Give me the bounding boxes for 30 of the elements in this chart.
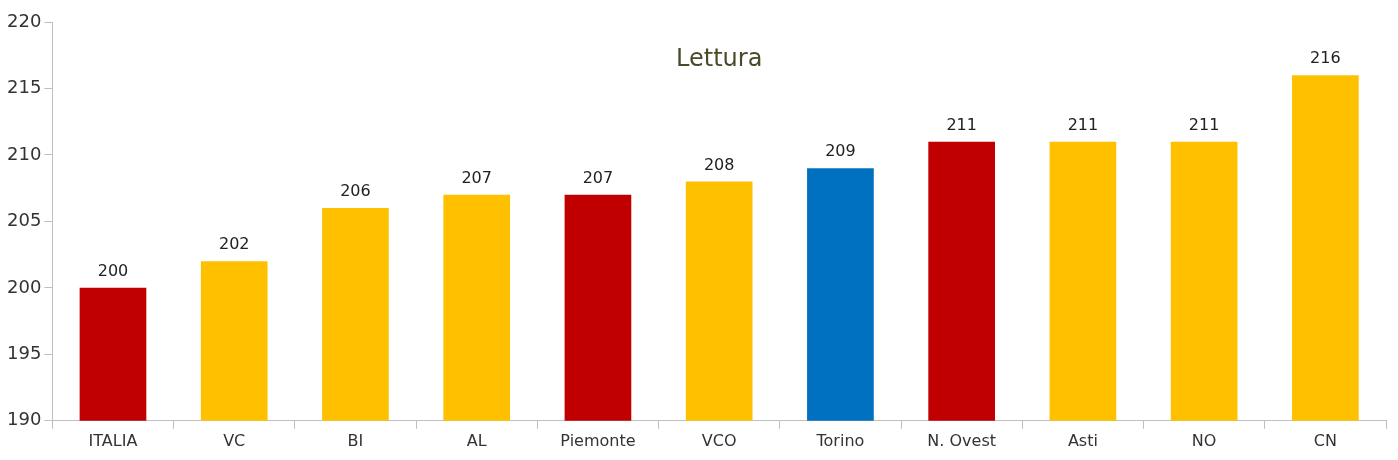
y-tick-label: 190	[7, 408, 42, 430]
data-label: 208	[703, 154, 735, 174]
data-label: 216	[1310, 48, 1341, 68]
x-tick-label: Asti	[1067, 430, 1098, 450]
x-tick-label: N. Ovest	[927, 430, 996, 450]
data-label: 207	[582, 167, 614, 187]
x-tick-label: ITALIA	[88, 430, 138, 450]
x-tick-label: CN	[1313, 430, 1337, 450]
y-tick-label: 195	[7, 342, 42, 364]
x-tick-label: BI	[347, 430, 364, 450]
data-label: 209	[825, 141, 856, 161]
y-tick-label: 200	[7, 275, 42, 297]
text: Lettura	[676, 44, 763, 73]
x-tick-label: AL	[466, 430, 487, 450]
y-tick-label: 215	[7, 76, 42, 98]
x-tick-label: VC	[223, 430, 246, 450]
y-tick-label: 220	[7, 9, 42, 31]
data-label: 200	[97, 261, 129, 281]
x-tick-label: Torino	[815, 430, 865, 450]
data-label: 202	[218, 234, 250, 254]
data-label: 211	[946, 114, 977, 134]
y-tick-label: 205	[7, 209, 42, 231]
x-tick-label: Piemonte	[560, 430, 636, 450]
data-label: 207	[461, 167, 492, 187]
data-label: 211	[1188, 114, 1220, 134]
x-tick-label: VCO	[701, 430, 737, 450]
y-tick-label: 210	[7, 142, 42, 164]
data-label: 211	[1067, 114, 1099, 134]
x-tick-label: NO	[1191, 430, 1217, 450]
data-label: 206	[340, 181, 371, 201]
